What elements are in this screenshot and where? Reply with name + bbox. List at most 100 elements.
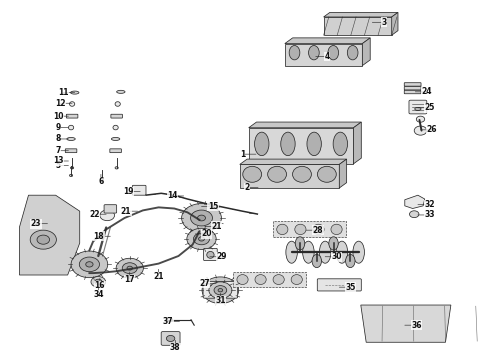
Circle shape xyxy=(194,233,210,245)
Text: 14: 14 xyxy=(167,192,177,201)
Circle shape xyxy=(209,282,232,298)
Ellipse shape xyxy=(291,275,302,284)
Ellipse shape xyxy=(69,125,74,130)
Text: 12: 12 xyxy=(55,99,66,108)
Polygon shape xyxy=(20,195,80,275)
Text: 21: 21 xyxy=(211,222,221,231)
Text: 8: 8 xyxy=(55,134,61,143)
Ellipse shape xyxy=(281,132,295,156)
Circle shape xyxy=(414,126,427,135)
Text: 1: 1 xyxy=(240,150,245,159)
FancyBboxPatch shape xyxy=(404,90,421,94)
Ellipse shape xyxy=(312,255,321,267)
FancyBboxPatch shape xyxy=(65,149,77,153)
Circle shape xyxy=(210,283,230,297)
Circle shape xyxy=(197,215,205,221)
Circle shape xyxy=(127,266,132,270)
Circle shape xyxy=(191,210,213,226)
Text: 34: 34 xyxy=(93,290,103,299)
Text: 10: 10 xyxy=(53,112,63,121)
Text: 30: 30 xyxy=(331,252,342,261)
Polygon shape xyxy=(248,122,361,128)
Bar xyxy=(233,272,306,287)
Circle shape xyxy=(100,210,115,221)
Ellipse shape xyxy=(345,255,355,267)
Text: 27: 27 xyxy=(199,279,210,288)
Ellipse shape xyxy=(100,179,103,181)
Polygon shape xyxy=(361,305,451,342)
Circle shape xyxy=(182,203,221,233)
Bar xyxy=(273,221,345,237)
Text: 3: 3 xyxy=(381,18,387,27)
FancyBboxPatch shape xyxy=(104,205,117,213)
Text: 37: 37 xyxy=(163,317,173,326)
Ellipse shape xyxy=(71,91,79,94)
Ellipse shape xyxy=(319,241,331,263)
Ellipse shape xyxy=(328,45,339,60)
Ellipse shape xyxy=(207,251,214,258)
Text: 4: 4 xyxy=(325,52,330,61)
FancyBboxPatch shape xyxy=(404,86,421,90)
Text: 35: 35 xyxy=(345,283,356,292)
Circle shape xyxy=(122,263,137,274)
Ellipse shape xyxy=(70,102,75,106)
Text: 7: 7 xyxy=(55,146,61,155)
Polygon shape xyxy=(405,195,425,208)
Ellipse shape xyxy=(117,90,125,93)
Text: 21: 21 xyxy=(153,273,164,282)
Ellipse shape xyxy=(333,132,347,156)
Ellipse shape xyxy=(353,241,365,263)
Circle shape xyxy=(95,279,102,284)
FancyBboxPatch shape xyxy=(111,114,122,118)
Polygon shape xyxy=(323,12,398,17)
Polygon shape xyxy=(248,128,353,164)
Text: 19: 19 xyxy=(123,187,134,196)
Ellipse shape xyxy=(71,167,73,169)
Circle shape xyxy=(217,288,224,293)
FancyBboxPatch shape xyxy=(404,83,421,86)
FancyBboxPatch shape xyxy=(110,149,122,153)
Text: 29: 29 xyxy=(216,252,227,261)
Text: 36: 36 xyxy=(411,321,421,330)
Ellipse shape xyxy=(70,174,73,176)
Text: 22: 22 xyxy=(89,210,100,219)
Text: 16: 16 xyxy=(95,281,105,290)
Text: 32: 32 xyxy=(424,200,435,209)
Circle shape xyxy=(37,235,49,244)
Text: 24: 24 xyxy=(421,87,432,96)
Ellipse shape xyxy=(243,166,262,182)
Ellipse shape xyxy=(293,166,312,182)
Ellipse shape xyxy=(415,107,421,111)
Text: 9: 9 xyxy=(55,123,61,132)
FancyBboxPatch shape xyxy=(203,282,238,298)
Ellipse shape xyxy=(289,45,300,60)
Circle shape xyxy=(91,276,106,287)
FancyBboxPatch shape xyxy=(318,279,361,291)
FancyBboxPatch shape xyxy=(409,100,427,114)
Ellipse shape xyxy=(268,166,287,182)
Text: 20: 20 xyxy=(201,229,212,238)
Ellipse shape xyxy=(313,224,324,235)
FancyBboxPatch shape xyxy=(132,185,146,195)
Circle shape xyxy=(198,237,204,241)
Ellipse shape xyxy=(307,132,321,156)
Ellipse shape xyxy=(286,241,297,263)
Ellipse shape xyxy=(331,224,342,235)
Polygon shape xyxy=(392,12,398,35)
Circle shape xyxy=(30,230,56,249)
Text: 18: 18 xyxy=(94,232,104,241)
Ellipse shape xyxy=(329,237,338,250)
Text: 17: 17 xyxy=(124,275,135,284)
Circle shape xyxy=(187,228,216,249)
Polygon shape xyxy=(240,165,339,188)
Text: 38: 38 xyxy=(170,343,181,352)
Ellipse shape xyxy=(303,241,314,263)
Polygon shape xyxy=(285,44,362,66)
Circle shape xyxy=(116,258,144,278)
Text: 15: 15 xyxy=(208,202,218,211)
Text: 25: 25 xyxy=(424,103,435,112)
Polygon shape xyxy=(339,159,346,188)
Ellipse shape xyxy=(111,138,120,140)
Polygon shape xyxy=(240,159,346,165)
Circle shape xyxy=(86,262,93,267)
